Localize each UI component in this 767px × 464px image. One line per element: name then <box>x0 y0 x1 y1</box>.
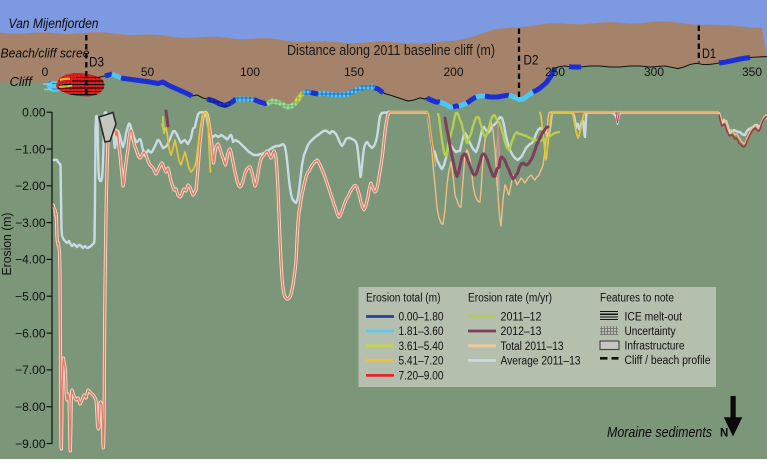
svg-text:−3.00: −3.00 <box>15 216 46 230</box>
svg-text:Cliff / beach profile: Cliff / beach profile <box>625 355 711 367</box>
svg-text:1.81–3.60: 1.81–3.60 <box>399 326 444 338</box>
svg-text:0: 0 <box>42 65 49 79</box>
svg-text:Erosion rate (m/yr): Erosion rate (m/yr) <box>468 293 552 305</box>
svg-text:−9.00: −9.00 <box>15 437 46 451</box>
svg-text:50: 50 <box>141 65 155 79</box>
svg-text:Moraine sediments: Moraine sediments <box>607 425 712 441</box>
svg-text:5.41–7.20: 5.41–7.20 <box>399 355 444 367</box>
svg-text:Beach/cliff scree: Beach/cliff scree <box>1 46 90 61</box>
svg-text:D3: D3 <box>89 54 104 70</box>
svg-text:350: 350 <box>742 65 762 79</box>
svg-text:−1.00: −1.00 <box>15 142 46 156</box>
svg-text:100: 100 <box>240 65 260 79</box>
svg-text:Erosion total (m): Erosion total (m) <box>366 293 441 305</box>
svg-text:−8.00: −8.00 <box>15 400 46 414</box>
svg-text:N: N <box>720 428 728 440</box>
svg-text:−4.00: −4.00 <box>15 253 46 267</box>
svg-text:Van Mijenfjorden: Van Mijenfjorden <box>9 16 99 31</box>
svg-text:0.00–1.80: 0.00–1.80 <box>399 312 444 324</box>
svg-text:3.61–5.40: 3.61–5.40 <box>399 341 444 353</box>
svg-text:Erosion (m): Erosion (m) <box>0 213 14 276</box>
svg-text:150: 150 <box>344 65 364 79</box>
svg-text:Cliff: Cliff <box>10 74 34 89</box>
svg-text:D1: D1 <box>702 45 716 61</box>
svg-text:Infrastructure: Infrastructure <box>625 341 685 353</box>
svg-text:D2: D2 <box>524 51 539 67</box>
svg-text:−2.00: −2.00 <box>15 179 46 193</box>
svg-text:Distance along 2011 baseline c: Distance along 2011 baseline cliff (m) <box>287 42 495 59</box>
svg-text:−6.00: −6.00 <box>15 326 46 340</box>
svg-text:−7.00: −7.00 <box>15 363 46 377</box>
svg-text:Features to note: Features to note <box>600 293 674 305</box>
svg-text:Total 2011–13: Total 2011–13 <box>501 341 564 353</box>
svg-text:Average 2011–13: Average 2011–13 <box>501 355 581 367</box>
svg-text:ICE melt-out: ICE melt-out <box>625 312 683 324</box>
svg-text:2012–13: 2012–13 <box>501 326 542 338</box>
svg-text:200: 200 <box>443 65 463 79</box>
svg-text:250: 250 <box>545 65 565 79</box>
svg-text:Uncertainty: Uncertainty <box>625 326 676 338</box>
svg-text:300: 300 <box>644 65 664 79</box>
svg-text:7.20–9.00: 7.20–9.00 <box>399 370 444 382</box>
svg-text:−5.00: −5.00 <box>15 290 46 304</box>
svg-text:2011–12: 2011–12 <box>501 312 542 324</box>
svg-text:0.00: 0.00 <box>22 106 46 120</box>
